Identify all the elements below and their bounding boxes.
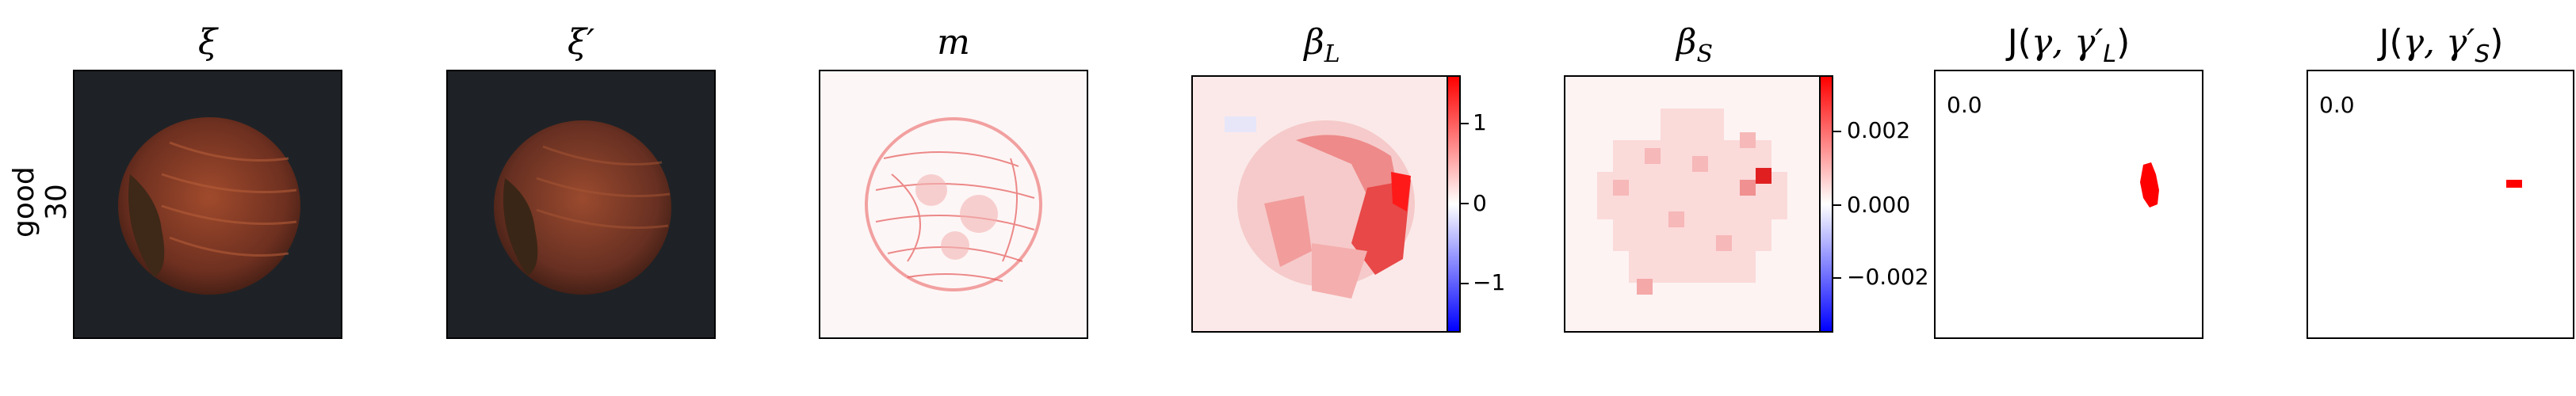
heatmap-m [819, 70, 1088, 339]
heatmap-beta-l [1191, 75, 1453, 333]
mask-j-s: 0.0 [2307, 70, 2574, 339]
colorbar-tick: 1 [1473, 109, 1487, 135]
heatmap [2140, 162, 2159, 208]
heatmap [1597, 109, 1787, 295]
colorbar-tick: −0.002 [1847, 264, 1929, 290]
panel-title-j-l: J(γ, γ′L) [2007, 22, 2131, 68]
panel-title-xi-prime: ξ′ [567, 22, 595, 63]
colorbar-tick: −1 [1473, 269, 1506, 295]
colorbar-tick: 0.000 [1847, 192, 1911, 218]
panel-title-beta-l: βL [1304, 22, 1340, 68]
heatmap [865, 117, 1042, 291]
heatmap-beta-s [1564, 75, 1825, 333]
panel-title-m: m [937, 22, 970, 63]
corner-value: 0.0 [1947, 92, 1982, 118]
colorbar-beta-l [1447, 75, 1461, 333]
mask-j-l: 0.0 [1934, 70, 2203, 339]
hazelnut-image [118, 117, 300, 295]
heatmap [1193, 77, 1451, 331]
corner-value: 0.0 [2319, 92, 2355, 118]
panel-title-j-s: J(γ, γ′S) [2379, 22, 2504, 68]
panel-title-beta-s: βS [1676, 22, 1713, 68]
image-xi [73, 70, 342, 339]
row-label: good 30 [8, 166, 73, 238]
heatmap [2506, 180, 2522, 188]
colorbar-beta-s [1819, 75, 1833, 333]
colorbar-tick: 0 [1473, 190, 1487, 216]
panel-title-xi: ξ [197, 22, 218, 63]
colorbar-tick: 0.002 [1847, 117, 1911, 143]
hazelnut-image [494, 120, 671, 295]
image-xi-prime [446, 70, 716, 339]
